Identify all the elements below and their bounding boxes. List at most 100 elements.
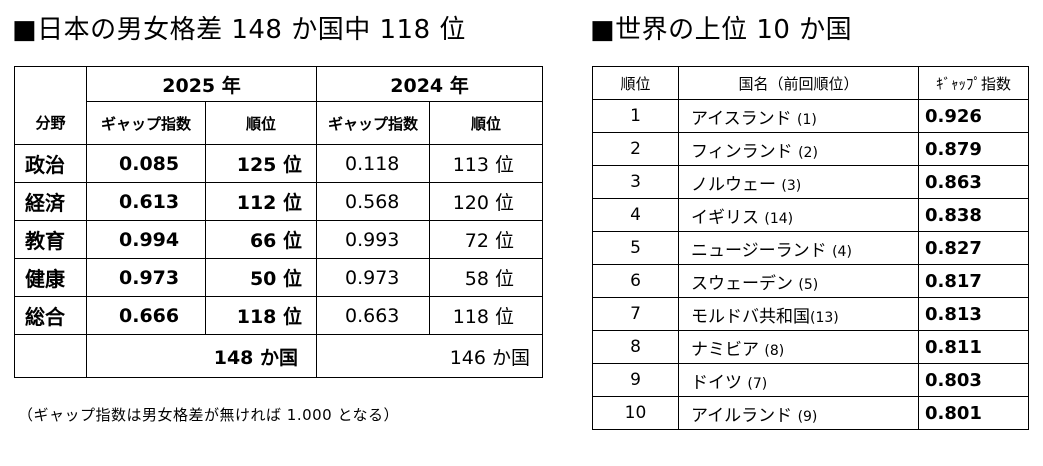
corner-cell [14, 66, 87, 102]
country-header: 国名（前回順位） [678, 66, 919, 100]
index-2024: 0.663 [316, 296, 430, 335]
year-2024-header: 2024 年 [316, 66, 543, 102]
country-name: ドイツ [691, 372, 742, 393]
table-row: 1 アイスランド (1) 0.926 [592, 99, 1029, 133]
index-2025: 0.994 [86, 220, 206, 259]
index-2024-header: ギャップ指数 [316, 101, 430, 145]
world-heading: ■世界の上位 10 か国 [590, 15, 853, 45]
field-name: 総合 [14, 296, 87, 335]
index-2024: 0.568 [316, 182, 430, 221]
world-header-row: 順位 国名（前回順位） ｷﾞｬｯﾌﾟ指数 [592, 66, 1029, 100]
table-row: 政治 0.085 125 位 0.118 113 位 [14, 144, 543, 183]
score-cell: 0.803 [918, 363, 1029, 397]
year-header-row: 2025 年 2024 年 [14, 66, 543, 102]
index-2025: 0.613 [86, 182, 206, 221]
previous-rank: (7) [747, 375, 768, 392]
column-header-row: 分野 ギャップ指数 順位 ギャップ指数 順位 [14, 101, 543, 145]
previous-rank: (13) [810, 309, 839, 326]
table-row: 8 ナミビア (8) 0.811 [592, 330, 1029, 364]
previous-rank: (14) [764, 210, 794, 227]
rank-cell: 3 [592, 165, 679, 199]
rank-cell: 2 [592, 132, 679, 166]
japan-heading: ■日本の男女格差 148 か国中 118 位 [12, 15, 466, 45]
field-name: 教育 [14, 220, 87, 259]
rank-2025-header: 順位 [205, 101, 317, 145]
country-name: モルドバ共和国 [691, 306, 810, 327]
rank-2025: 118 位 [205, 296, 317, 335]
index-header: ｷﾞｬｯﾌﾟ指数 [918, 66, 1029, 100]
rank-2024: 118 位 [429, 296, 543, 335]
rank-2025: 50 位 [205, 258, 317, 297]
table-row: 9 ドイツ (7) 0.803 [592, 363, 1029, 397]
table-row: 総合 0.666 118 位 0.663 118 位 [14, 296, 543, 335]
country-cell: フィンランド (2) [678, 132, 919, 166]
country-cell: ナミビア (8) [678, 330, 919, 364]
total-countries-2025: 148 か国 [86, 334, 317, 378]
country-cell: ドイツ (7) [678, 363, 919, 397]
japan-gender-gap-table: 2025 年 2024 年 分野 ギャップ指数 順位 ギャップ指数 順位 政治 … [14, 66, 543, 378]
rank-2024: 58 位 [429, 258, 543, 297]
table-row: 3 ノルウェー (3) 0.863 [592, 165, 1029, 199]
country-cell: イギリス (14) [678, 198, 919, 232]
rank-2024-header: 順位 [429, 101, 543, 145]
rank-cell: 10 [592, 396, 679, 430]
score-cell: 0.801 [918, 396, 1029, 430]
rank-cell: 4 [592, 198, 679, 232]
rank-cell: 8 [592, 330, 679, 364]
rank-2025: 112 位 [205, 182, 317, 221]
country-name: フィンランド [691, 141, 793, 162]
rank-2024: 72 位 [429, 220, 543, 259]
rank-cell: 1 [592, 99, 679, 133]
table-row: 2 フィンランド (2) 0.879 [592, 132, 1029, 166]
country-cell: ニュージーランド (4) [678, 231, 919, 265]
country-name: ノルウェー [691, 174, 776, 195]
previous-rank: (4) [832, 243, 852, 260]
country-cell: モルドバ共和国(13) [678, 297, 919, 331]
rank-cell: 9 [592, 363, 679, 397]
country-cell: アイスランド (1) [678, 99, 919, 133]
score-cell: 0.926 [918, 99, 1029, 133]
country-cell: スウェーデン (5) [678, 264, 919, 298]
rank-cell: 5 [592, 231, 679, 265]
index-2024: 0.973 [316, 258, 430, 297]
previous-rank: (1) [797, 111, 817, 128]
country-name: ナミビア [691, 339, 759, 360]
rank-2024: 113 位 [429, 144, 543, 183]
score-cell: 0.811 [918, 330, 1029, 364]
table-row: 6 スウェーデン (5) 0.817 [592, 264, 1029, 298]
country-name: アイルランド [691, 405, 793, 426]
table-row: 健康 0.973 50 位 0.973 58 位 [14, 258, 543, 297]
field-name: 経済 [14, 182, 87, 221]
score-cell: 0.838 [918, 198, 1029, 232]
previous-rank: (5) [798, 276, 819, 293]
rank-2024: 120 位 [429, 182, 543, 221]
country-cell: アイルランド (9) [678, 396, 919, 430]
country-name: ニュージーランド [691, 240, 827, 261]
score-cell: 0.813 [918, 297, 1029, 331]
footnote: （ギャップ指数は男女格差が無ければ 1.000 となる） [18, 406, 400, 424]
previous-rank: (3) [781, 177, 802, 194]
table-row: 10 アイルランド (9) 0.801 [592, 396, 1029, 430]
previous-rank: (9) [797, 408, 818, 425]
score-cell: 0.863 [918, 165, 1029, 199]
rank-2025: 66 位 [205, 220, 317, 259]
country-name: スウェーデン [691, 273, 793, 294]
index-2025: 0.973 [86, 258, 206, 297]
index-2025: 0.666 [86, 296, 206, 335]
field-name: 政治 [14, 144, 87, 183]
table-row: 経済 0.613 112 位 0.568 120 位 [14, 182, 543, 221]
score-cell: 0.827 [918, 231, 1029, 265]
field-name: 健康 [14, 258, 87, 297]
score-cell: 0.817 [918, 264, 1029, 298]
country-cell: ノルウェー (3) [678, 165, 919, 199]
table-row: 教育 0.994 66 位 0.993 72 位 [14, 220, 543, 259]
world-top10-table: 順位 国名（前回順位） ｷﾞｬｯﾌﾟ指数 1 アイスランド (1) 0.926 … [592, 66, 1029, 430]
table-row: 5 ニュージーランド (4) 0.827 [592, 231, 1029, 265]
index-2025: 0.085 [86, 144, 206, 183]
rank-cell: 7 [592, 297, 679, 331]
rank-cell: 6 [592, 264, 679, 298]
country-name: アイスランド [691, 108, 792, 129]
previous-rank: (8) [764, 342, 785, 359]
total-empty-cell [14, 334, 87, 378]
rank-header: 順位 [592, 66, 679, 100]
